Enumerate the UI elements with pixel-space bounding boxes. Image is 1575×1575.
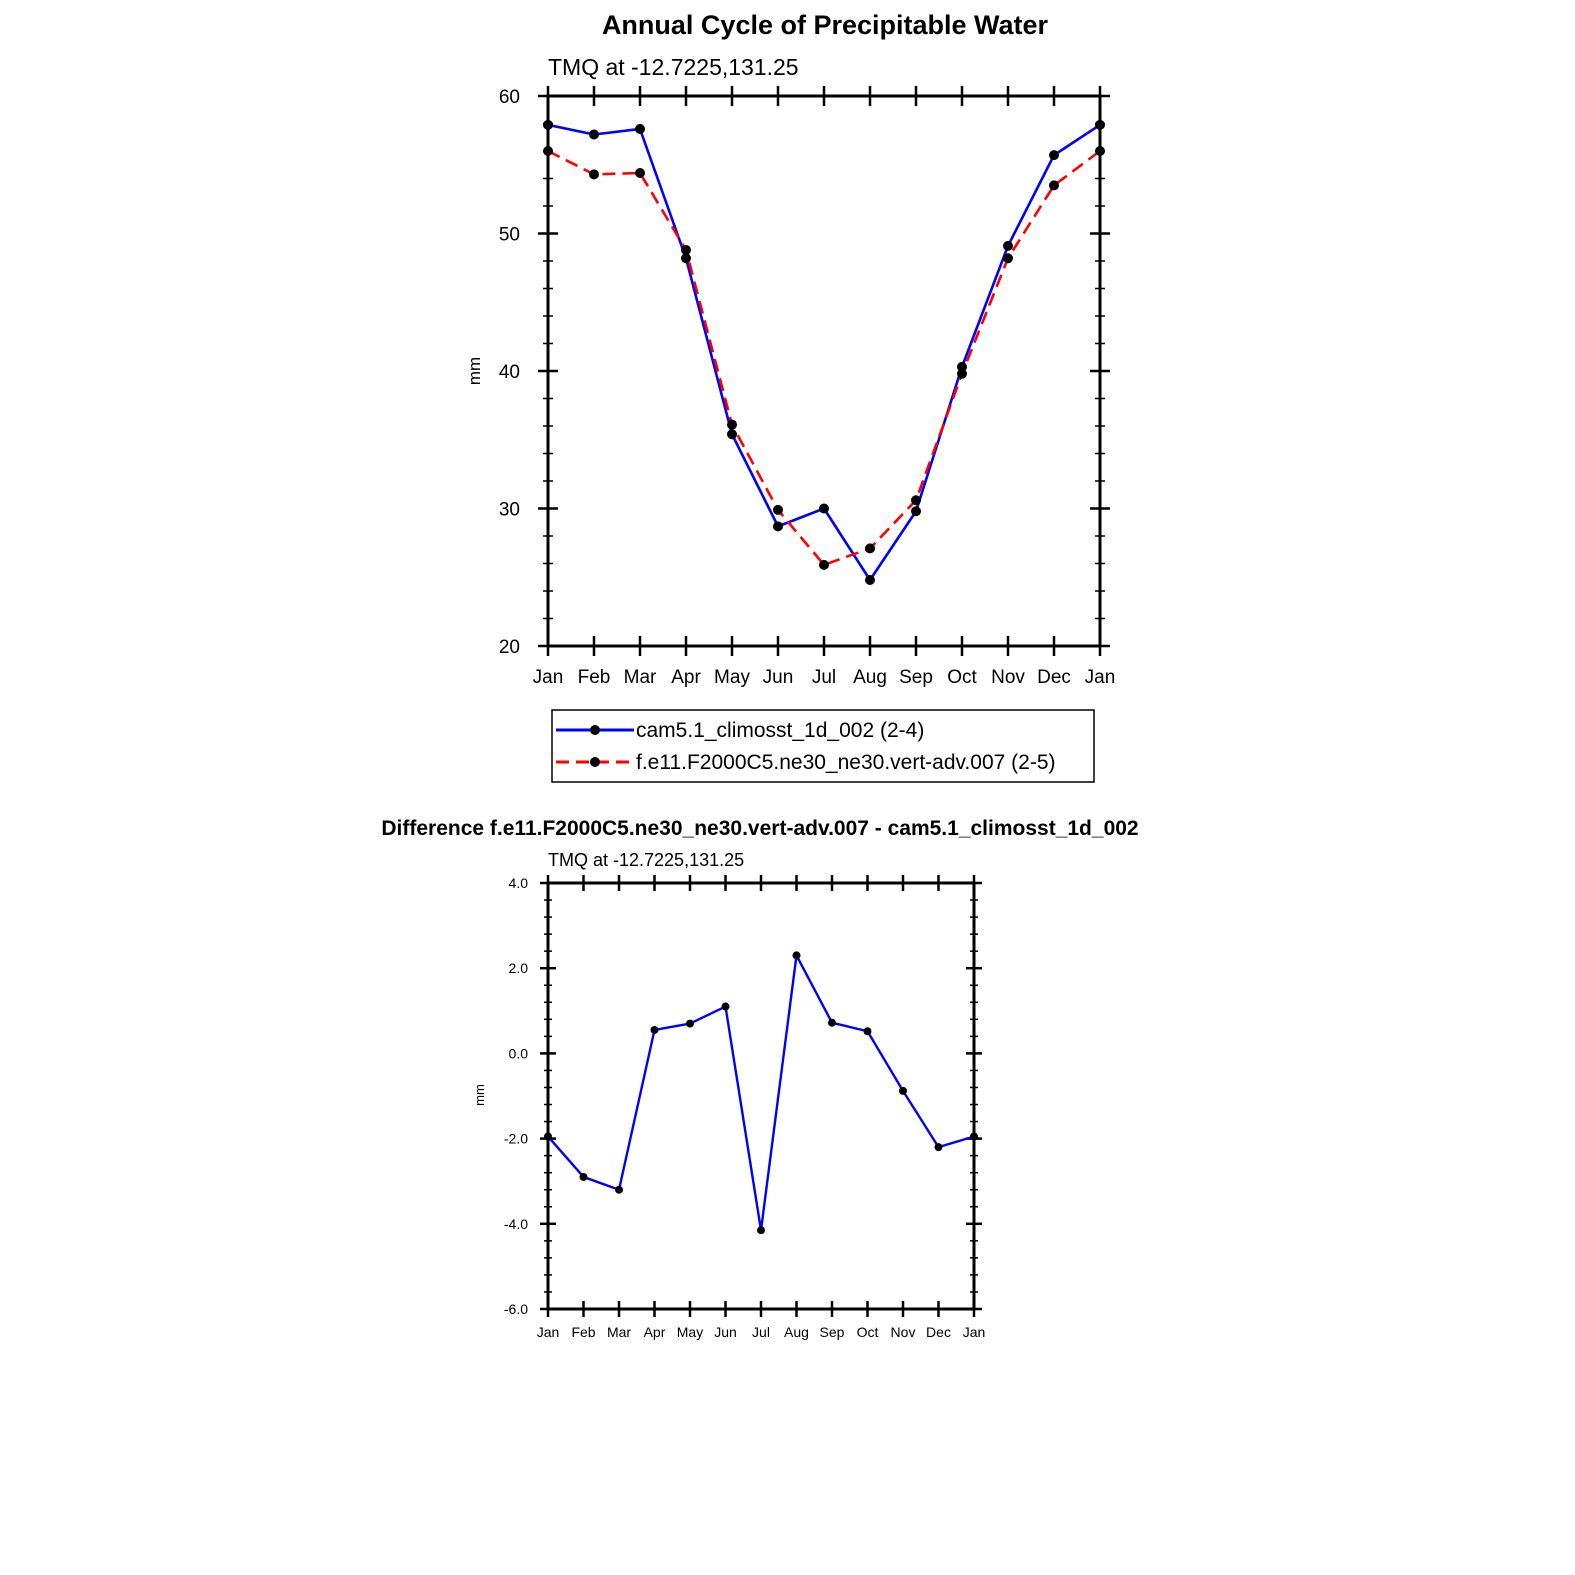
y-tick-label: 20 [499, 637, 520, 658]
data-point [757, 1226, 765, 1235]
x-tick-label: Aug [853, 667, 887, 688]
x-tick-label: Dec [926, 1324, 951, 1340]
data-point [773, 504, 783, 515]
chart-2-subtitle: TMQ at -12.7225,131.25 [548, 850, 744, 870]
x-tick-label: Feb [578, 667, 611, 688]
y-tick-label: 0.0 [509, 1045, 529, 1061]
data-point [1049, 150, 1059, 161]
legend-entry-2: f.e11.F2000C5.ne30_ne30.vert-adv.007 (2-… [556, 751, 1056, 774]
x-tick-label: May [714, 667, 750, 688]
y-tick-label: 50 [499, 224, 520, 245]
chart-1: Annual Cycle of Precipitable Water TMQ a… [465, 10, 1116, 783]
x-tick-label: Mar [624, 667, 657, 688]
legend-box [551, 709, 1095, 783]
y-tick-label: -6.0 [504, 1301, 528, 1317]
chart-2-plot-frame [546, 881, 976, 1311]
x-tick-label: Sep [899, 667, 933, 688]
chart-1-legend: cam5.1_climosst_1d_002 (2-4) f.e11.F2000… [551, 709, 1095, 783]
chart-2: Difference f.e11.F2000C5.ne30_ne30.vert-… [381, 817, 1138, 1340]
x-tick-label: Jan [1085, 667, 1116, 688]
data-point [681, 253, 691, 264]
legend-entry-1: cam5.1_climosst_1d_002 (2-4) [556, 719, 924, 742]
chart-2-title: Difference f.e11.F2000C5.ne30_ne30.vert-… [381, 817, 1138, 840]
x-tick-label: Mar [607, 1324, 631, 1340]
chart-1-x-ticks: Jan Feb Mar Apr May Jun Jul Aug Sep Oct Nov Dec Jan [533, 86, 1116, 688]
y-tick-label: 60 [499, 87, 520, 108]
series-line-1 [547, 954, 975, 1232]
data-point [579, 1172, 588, 1181]
chart-2-x-ticks: Jan Feb Mar Apr May Jun Jul Aug Sep Oct Nov Dec Jan [537, 875, 986, 1340]
data-point [911, 495, 921, 506]
chart-1-title: Annual Cycle of Precipitable Water [602, 10, 1049, 40]
data-point [589, 169, 599, 180]
chart-2-ylabel: mm [472, 1084, 487, 1106]
data-point [957, 361, 967, 372]
data-point [1003, 240, 1013, 251]
data-point [1003, 253, 1013, 264]
data-point [934, 1143, 943, 1152]
data-point [589, 129, 599, 140]
data-point [819, 503, 829, 514]
data-point [899, 1086, 907, 1095]
data-point [727, 429, 737, 440]
data-point [635, 124, 645, 134]
chart-2-series [544, 951, 978, 1235]
data-point [721, 1002, 730, 1011]
data-point [828, 1018, 836, 1027]
x-tick-label: Jan [963, 1324, 986, 1340]
data-point [727, 419, 737, 430]
data-point [650, 1025, 659, 1034]
y-tick-label: 2.0 [509, 960, 529, 976]
x-tick-label: Nov [891, 1324, 916, 1340]
x-tick-label: Jul [812, 667, 836, 688]
x-tick-label: Feb [571, 1324, 595, 1340]
x-tick-label: Jan [533, 667, 564, 688]
legend-label-1: cam5.1_climosst_1d_002 (2-4) [636, 719, 924, 742]
data-point [865, 575, 875, 585]
data-point [1049, 180, 1059, 191]
data-point [635, 168, 645, 178]
x-tick-label: Sep [820, 1324, 845, 1340]
data-point [615, 1185, 623, 1194]
x-tick-label: Apr [671, 667, 701, 688]
y-tick-label: 4.0 [509, 875, 529, 891]
chart-1-plot-frame [546, 94, 1102, 648]
data-point [911, 506, 921, 517]
legend-label-2: f.e11.F2000C5.ne30_ne30.vert-adv.007 (2-… [636, 751, 1056, 774]
series-line-2 [547, 149, 1101, 567]
chart-1-series [543, 119, 1105, 585]
legend-marker-2 [590, 757, 600, 767]
data-point [819, 559, 829, 570]
y-tick-label: 40 [499, 362, 520, 383]
x-tick-label: Jan [537, 1324, 560, 1340]
chart-2-y-ticks: -6.0 -4.0 -2.0 0.0 2.0 4.0 [504, 875, 982, 1317]
data-point [863, 1027, 872, 1036]
data-point [681, 245, 691, 255]
chart-1-ylabel: mm [465, 357, 484, 385]
legend-marker-1 [590, 725, 600, 735]
x-tick-label: Aug [784, 1324, 809, 1340]
data-point [686, 1019, 694, 1028]
y-tick-label: -4.0 [504, 1216, 528, 1232]
x-tick-label: Oct [857, 1324, 879, 1340]
y-tick-label: 30 [499, 499, 520, 520]
x-tick-label: Jul [752, 1324, 770, 1340]
data-point [865, 543, 875, 554]
chart-1-subtitle: TMQ at -12.7225,131.25 [548, 54, 799, 80]
chart-1-minor-ticks [543, 122, 1105, 620]
x-tick-label: Oct [947, 667, 977, 688]
data-point [957, 368, 967, 379]
data-point [773, 521, 783, 532]
data-point [792, 951, 801, 960]
x-tick-label: Dec [1037, 667, 1071, 688]
x-tick-label: Nov [991, 667, 1025, 688]
x-tick-label: Jun [763, 667, 794, 688]
x-tick-label: Apr [644, 1324, 666, 1340]
y-tick-label: -2.0 [504, 1131, 528, 1147]
x-tick-label: May [677, 1324, 703, 1340]
x-tick-label: Jun [714, 1324, 737, 1340]
